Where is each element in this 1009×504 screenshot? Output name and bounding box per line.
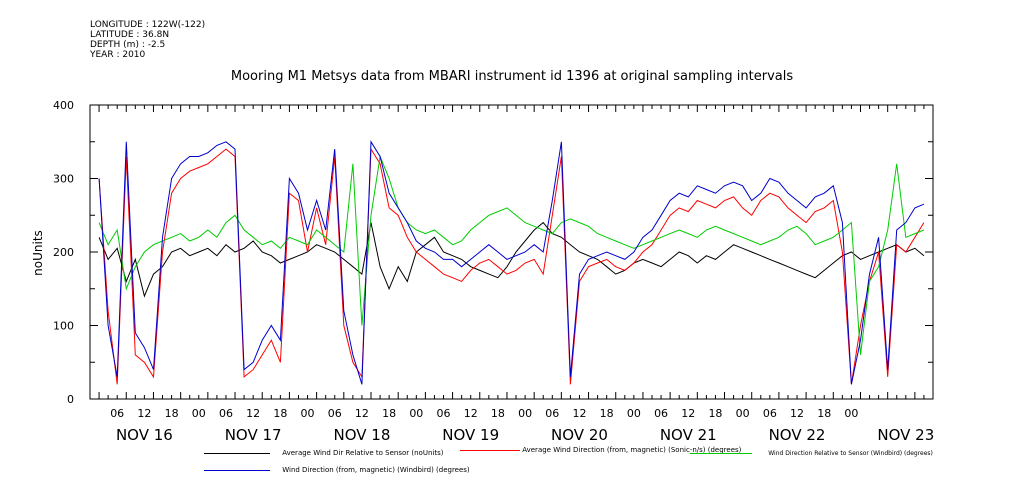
legend-swatch-blue bbox=[204, 469, 270, 471]
x-date-label: NOV 21 bbox=[660, 426, 717, 444]
year-text: YEAR : 2010 bbox=[90, 50, 146, 60]
x-tick-label: 12 bbox=[246, 407, 260, 420]
x-tick-label: 12 bbox=[572, 407, 586, 420]
x-tick-label: 06 bbox=[110, 407, 124, 420]
legend-item-blue: Wind Direction (from, magnetic) (Windbir… bbox=[204, 466, 470, 474]
y-tick-label: 100 bbox=[53, 320, 74, 333]
legend-swatch-black bbox=[204, 452, 270, 454]
x-date-label: NOV 23 bbox=[877, 426, 934, 444]
x-tick-label: 12 bbox=[355, 407, 369, 420]
y-tick-label: 300 bbox=[53, 173, 74, 186]
x-tick-label: 00 bbox=[409, 407, 423, 420]
x-tick-label: 18 bbox=[817, 407, 831, 420]
legend-item-red: Average Wind Direction (from, magnetic) … bbox=[460, 446, 742, 454]
x-date-label: NOV 20 bbox=[551, 426, 608, 444]
legend-swatch-green bbox=[690, 452, 752, 454]
x-tick-label: 12 bbox=[681, 407, 695, 420]
x-tick-label: 00 bbox=[301, 407, 315, 420]
y-axis-label: noUnits bbox=[31, 230, 45, 276]
x-tick-label: 00 bbox=[736, 407, 750, 420]
legend-item-black: Average Wind Dir Relative to Sensor (noU… bbox=[204, 449, 443, 457]
x-date-label: NOV 17 bbox=[225, 426, 282, 444]
legend-item-green: Wind Direction Relative to Sensor (Windb… bbox=[690, 449, 933, 458]
x-tick-label: 12 bbox=[790, 407, 804, 420]
series-layer bbox=[98, 140, 925, 385]
x-tick-label: 18 bbox=[165, 407, 179, 420]
x-tick-label: 06 bbox=[328, 407, 342, 420]
x-tick-label: 00 bbox=[627, 407, 641, 420]
y-tick-label: 400 bbox=[53, 99, 74, 112]
legend-label-blue: Wind Direction (from, magnetic) (Windbir… bbox=[282, 466, 470, 474]
x-tick-label: 18 bbox=[600, 407, 614, 420]
x-date-label: NOV 19 bbox=[442, 426, 499, 444]
x-tick-label: 12 bbox=[137, 407, 151, 420]
legend-swatch-red bbox=[460, 449, 520, 451]
chart-title: Mooring M1 Metsys data from MBARI instru… bbox=[231, 69, 793, 84]
x-tick-label: 06 bbox=[654, 407, 668, 420]
x-tick-label: 18 bbox=[491, 407, 505, 420]
x-tick-label: 12 bbox=[464, 407, 478, 420]
axes: 0 100 200 300 400 06 12 18 00 06 12 18 00 06 12 18 00 06 1… bbox=[53, 99, 934, 444]
y-tick-label: 0 bbox=[67, 393, 74, 406]
legend-label-black: Average Wind Dir Relative to Sensor (noU… bbox=[282, 449, 444, 457]
legend-label-red: Average Wind Direction (from, magnetic) … bbox=[522, 446, 742, 454]
x-tick-label: 06 bbox=[545, 407, 559, 420]
metadata-block: LONGITUDE : 122W(-122) LATITUDE : 36.8N … bbox=[90, 20, 205, 60]
x-tick-label: 06 bbox=[437, 407, 451, 420]
series-line-3 bbox=[98, 140, 925, 385]
x-tick-label: 00 bbox=[518, 407, 532, 420]
longitude-text: LONGITUDE : 122W(-122) bbox=[90, 20, 206, 30]
x-date-label: NOV 22 bbox=[769, 426, 826, 444]
x-date-label: NOV 16 bbox=[116, 426, 173, 444]
x-date-label: NOV 18 bbox=[333, 426, 390, 444]
x-tick-label: 06 bbox=[763, 407, 777, 420]
x-tick-label: 18 bbox=[273, 407, 287, 420]
depth-text: DEPTH (m) : -2.5 bbox=[90, 40, 166, 50]
x-tick-label: 00 bbox=[844, 407, 858, 420]
x-tick-label: 00 bbox=[192, 407, 206, 420]
legend-label-green: Wind Direction Relative to Sensor (Windb… bbox=[768, 450, 933, 457]
series-line-1 bbox=[98, 147, 925, 385]
series-line-2 bbox=[98, 154, 925, 355]
y-tick-label: 200 bbox=[53, 246, 74, 259]
x-tick-label: 18 bbox=[382, 407, 396, 420]
series-line-0 bbox=[98, 221, 925, 298]
x-tick-label: 18 bbox=[708, 407, 722, 420]
plot-frame bbox=[89, 104, 934, 400]
latitude-text: LATITUDE : 36.8N bbox=[90, 30, 170, 40]
x-tick-label: 06 bbox=[219, 407, 233, 420]
